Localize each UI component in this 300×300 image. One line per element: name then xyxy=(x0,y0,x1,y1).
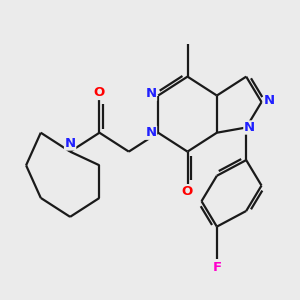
Text: F: F xyxy=(212,261,221,274)
Text: N: N xyxy=(146,126,157,139)
Text: O: O xyxy=(182,185,193,198)
Text: N: N xyxy=(264,94,275,107)
Text: N: N xyxy=(244,121,255,134)
Text: N: N xyxy=(146,87,157,101)
Text: O: O xyxy=(94,86,105,99)
Text: N: N xyxy=(64,137,76,150)
